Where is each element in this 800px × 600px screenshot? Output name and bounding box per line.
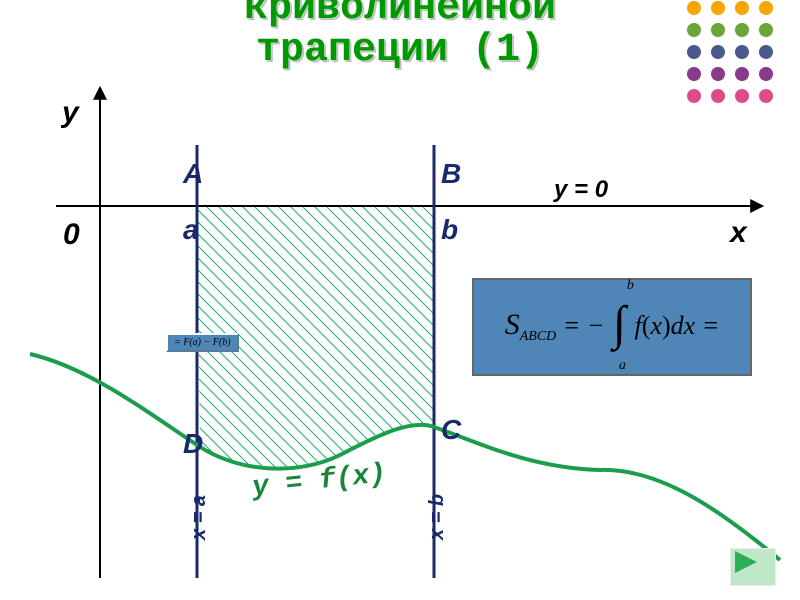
point-B: B <box>441 158 461 190</box>
tick-a: a <box>183 214 199 246</box>
y-axis-label: y <box>62 96 79 130</box>
line-label-x-eq-a: x = a <box>188 495 211 540</box>
formula: SABCD = − b ∫ a f(x)dx = <box>505 308 720 346</box>
decorative-dots <box>687 1 773 103</box>
x-axis-label: x <box>730 216 747 250</box>
formula-box: SABCD = − b ∫ a f(x)dx = <box>472 278 752 376</box>
curve-fx <box>30 354 780 560</box>
triangle-right-icon <box>731 549 761 575</box>
line-label-x-eq-b: x = b <box>426 494 449 540</box>
tick-b: b <box>441 214 458 246</box>
y-eq-0-label: y = 0 <box>554 176 608 204</box>
next-button[interactable] <box>730 548 776 586</box>
point-D: D <box>183 428 203 460</box>
point-A: A <box>183 158 203 190</box>
origin-label: 0 <box>63 218 80 252</box>
point-C: C <box>441 414 461 446</box>
aux-formula-box: = F(a) − F(b) <box>166 333 239 352</box>
